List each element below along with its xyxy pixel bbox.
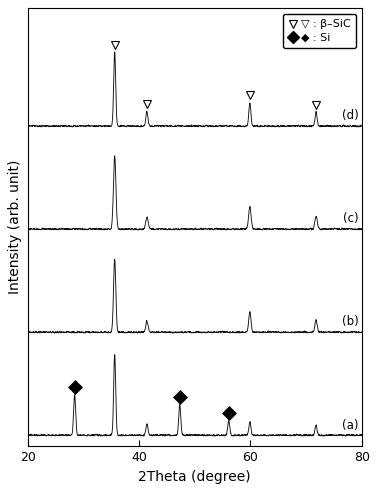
X-axis label: 2Theta (degree): 2Theta (degree) [138, 470, 251, 484]
Y-axis label: Intensity (arb. unit): Intensity (arb. unit) [8, 160, 22, 295]
Text: (c): (c) [343, 213, 359, 225]
Legend: ▽ : β–SiC, ◆ : Si: ▽ : β–SiC, ◆ : Si [283, 14, 356, 48]
Text: (d): (d) [342, 109, 359, 123]
Text: (a): (a) [342, 419, 359, 431]
Text: (b): (b) [342, 315, 359, 329]
